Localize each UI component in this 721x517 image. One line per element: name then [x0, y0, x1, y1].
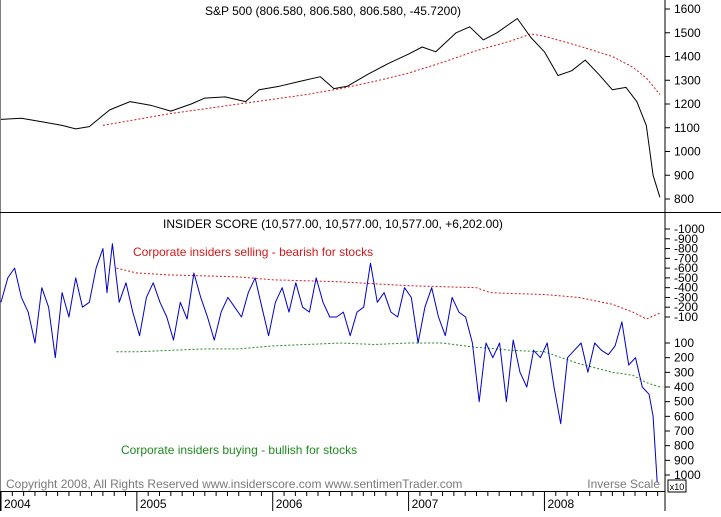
insider-y-tick-label: 800 — [674, 439, 694, 453]
inverse-scale-label: Inverse Scale — [587, 477, 660, 491]
buying-annotation: Corporate insiders buying - bullish for … — [121, 443, 357, 457]
series-layer — [0, 18, 661, 483]
price-y-tick-label: 900 — [674, 168, 694, 182]
insider-y-tick-label: -700 — [674, 251, 698, 265]
price-y-tick-label: 1200 — [674, 97, 701, 111]
insider-y-tick-label: -900 — [674, 232, 698, 246]
insider-score-line — [0, 243, 658, 483]
price-y-tick-label: 1400 — [674, 50, 701, 64]
price-chart-title: S&P 500 (806.580, 806.580, 806.580, -45.… — [205, 4, 461, 18]
insider-y-tick-label: -1000 — [674, 222, 705, 236]
insider-y-tick-label: 300 — [674, 365, 694, 379]
price-moving-average-line — [102, 33, 661, 126]
x-tick-label: 2004 — [4, 497, 31, 511]
insider-y-tick-label: -300 — [674, 290, 698, 304]
x-axis: 2004 2005 2006 2007 2008 — [0, 491, 659, 511]
x-tick-label: 2008 — [547, 497, 574, 511]
price-y-tick-label: 1100 — [674, 121, 700, 135]
multiplier-label: x10 — [670, 482, 685, 492]
x-tick-label: 2007 — [412, 497, 439, 511]
price-y-axis: 800 900 1000 1100 1200 1300 1400 1500 1600 — [665, 2, 701, 206]
selling-annotation: Corporate insiders selling - bearish for… — [133, 245, 373, 259]
insider-chart-title: INSIDER SCORE (10,577.00, 10,577.00, 10,… — [163, 217, 503, 231]
price-y-tick-label: 1500 — [674, 26, 701, 40]
copyright-text: Copyright 2008, All Rights Reserved www.… — [6, 477, 462, 491]
insider-y-tick-label: 700 — [674, 424, 694, 438]
insider-y-tick-label: 100 — [674, 336, 694, 350]
sp500-price-line — [0, 18, 661, 198]
insider-y-tick-label: -600 — [674, 261, 698, 275]
x-tick-label: 2005 — [140, 497, 167, 511]
buying-band-line — [116, 342, 661, 388]
multiplier-box — [667, 479, 687, 493]
insider-y-tick-label: -200 — [674, 300, 698, 314]
price-y-tick-label: 1000 — [674, 145, 701, 159]
price-y-tick-label: 1600 — [674, 2, 701, 16]
insider-y-tick-label: 400 — [674, 380, 694, 394]
price-y-tick-label: 1300 — [674, 73, 701, 87]
price-y-tick-label: 800 — [674, 192, 694, 206]
selling-band-line — [116, 267, 661, 320]
insider-y-tick-label: -500 — [674, 271, 698, 285]
insider-y-tick-label: 1000 — [674, 468, 701, 482]
insider-y-tick-label: -100 — [674, 310, 698, 324]
x-tick-label: 2006 — [276, 497, 303, 511]
insider-y-tick-label: 200 — [674, 351, 694, 365]
insider-y-tick-label: 600 — [674, 409, 694, 423]
insider-y-axis: -1000-900-800-700-600-500-400-300-200-10… — [665, 222, 705, 482]
insider-y-tick-label: 500 — [674, 395, 694, 409]
insider-y-tick-label: -400 — [674, 281, 698, 295]
insider-y-tick-label: 900 — [674, 453, 694, 467]
insider-y-tick-label: -800 — [674, 242, 698, 256]
